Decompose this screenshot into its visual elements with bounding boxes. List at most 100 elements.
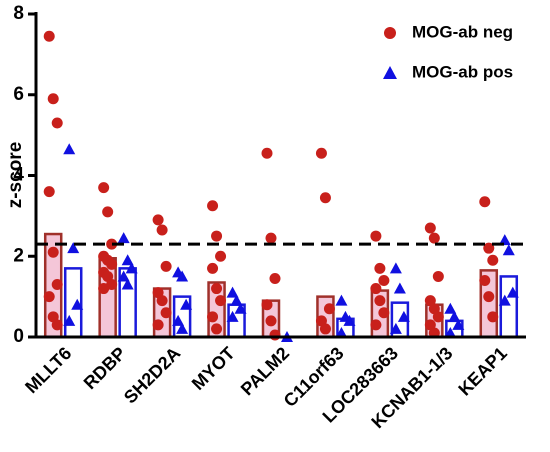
point xyxy=(444,302,457,314)
point xyxy=(211,230,223,242)
point xyxy=(428,232,440,244)
point xyxy=(230,294,243,306)
bar xyxy=(499,275,519,339)
point xyxy=(106,238,118,250)
point xyxy=(393,282,406,294)
point xyxy=(43,30,55,42)
point xyxy=(67,242,80,254)
point xyxy=(117,232,130,244)
point xyxy=(51,279,63,291)
point xyxy=(335,294,348,306)
point xyxy=(487,254,499,266)
point xyxy=(226,310,239,322)
point xyxy=(389,262,402,274)
point xyxy=(261,147,273,159)
point xyxy=(479,274,491,286)
point xyxy=(269,272,281,284)
point xyxy=(160,307,172,319)
point xyxy=(506,286,519,298)
point xyxy=(207,311,219,323)
point xyxy=(323,303,335,315)
y-tick-label: 4 xyxy=(13,165,24,186)
x-tick-label: KEAP1 xyxy=(454,343,511,400)
point xyxy=(43,186,55,198)
legend-marker xyxy=(384,27,396,39)
point xyxy=(319,192,331,204)
point xyxy=(261,299,273,311)
point xyxy=(374,262,386,274)
point xyxy=(152,319,164,331)
point xyxy=(315,147,327,159)
y-tick-label: 2 xyxy=(13,245,24,266)
point xyxy=(125,262,138,274)
point xyxy=(172,314,185,326)
point xyxy=(483,242,495,254)
point xyxy=(432,270,444,282)
point xyxy=(389,322,402,334)
y-tick-label: 8 xyxy=(13,3,24,24)
point xyxy=(479,196,491,208)
point xyxy=(152,214,164,226)
point xyxy=(265,232,277,244)
point xyxy=(397,310,410,322)
point xyxy=(498,234,511,246)
point xyxy=(483,291,495,303)
point xyxy=(71,298,84,310)
point xyxy=(319,323,331,335)
point xyxy=(374,295,386,307)
point xyxy=(121,254,134,266)
y-tick-label: 0 xyxy=(13,326,24,347)
point xyxy=(502,244,515,256)
point xyxy=(343,314,356,326)
legend-label: MOG-ab neg xyxy=(412,22,513,41)
point xyxy=(106,258,118,270)
point xyxy=(102,206,114,218)
point xyxy=(370,319,382,331)
point xyxy=(47,246,59,258)
point xyxy=(265,315,277,327)
point xyxy=(452,318,465,330)
x-tick-label: SH2D2A xyxy=(120,343,184,407)
point xyxy=(487,311,499,323)
point xyxy=(215,295,227,307)
point xyxy=(335,326,348,338)
point xyxy=(378,274,390,286)
point xyxy=(215,250,227,262)
y-tick-label: 6 xyxy=(13,84,24,105)
point xyxy=(63,314,76,326)
point xyxy=(498,294,511,306)
point xyxy=(370,283,382,295)
point xyxy=(211,283,223,295)
point xyxy=(211,323,223,335)
point xyxy=(207,200,219,212)
point xyxy=(444,326,457,338)
point xyxy=(207,262,219,274)
point xyxy=(156,295,168,307)
y-axis-label: z-score xyxy=(5,142,26,209)
point xyxy=(160,260,172,272)
point xyxy=(378,307,390,319)
point xyxy=(98,283,110,295)
point xyxy=(448,310,461,322)
point xyxy=(226,286,239,298)
point xyxy=(47,93,59,105)
x-tick-label: RDBP xyxy=(80,343,130,393)
point xyxy=(269,329,281,341)
point xyxy=(63,143,76,155)
point xyxy=(370,230,382,242)
point xyxy=(51,117,63,129)
point xyxy=(156,224,168,236)
point xyxy=(98,182,110,194)
point xyxy=(432,311,444,323)
x-tick-label: MYOT xyxy=(188,343,239,394)
point xyxy=(121,278,134,290)
point xyxy=(117,270,130,282)
legend-label: MOG-ab pos xyxy=(412,62,513,81)
legend-marker xyxy=(383,66,397,79)
point xyxy=(234,302,247,314)
point xyxy=(180,298,193,310)
point xyxy=(51,319,63,331)
point xyxy=(176,322,189,334)
point xyxy=(43,291,55,303)
